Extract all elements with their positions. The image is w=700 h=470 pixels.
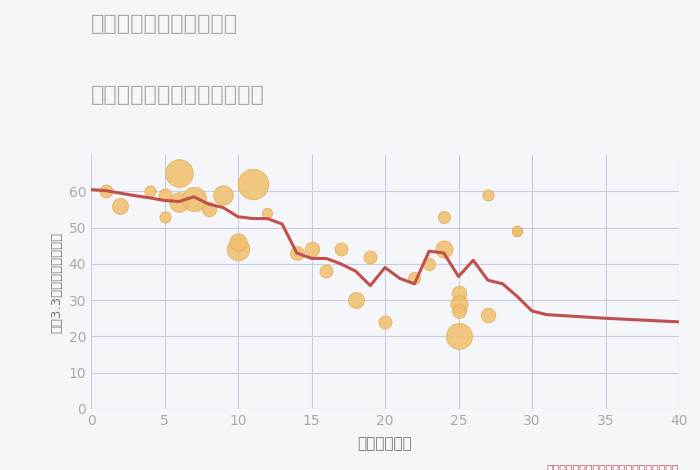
Point xyxy=(174,198,185,206)
Point xyxy=(159,191,170,199)
Point xyxy=(482,311,493,318)
Point xyxy=(379,318,391,326)
Text: 築年数別中古マンション価格: 築年数別中古マンション価格 xyxy=(91,85,265,105)
Y-axis label: 坪（3.3㎡）単価（万円）: 坪（3.3㎡）単価（万円） xyxy=(50,231,63,333)
Point xyxy=(159,213,170,220)
Point xyxy=(321,267,332,275)
Point xyxy=(232,238,244,246)
Point xyxy=(350,297,361,304)
X-axis label: 築年数（年）: 築年数（年） xyxy=(358,436,412,451)
Point xyxy=(438,246,449,253)
Point xyxy=(232,246,244,253)
Text: 円の大きさは、取引のあった物件面積を示す: 円の大きさは、取引のあった物件面積を示す xyxy=(547,465,679,470)
Point xyxy=(453,289,464,297)
Point xyxy=(188,195,199,203)
Point xyxy=(438,213,449,220)
Point xyxy=(291,249,302,257)
Point xyxy=(100,188,111,195)
Point xyxy=(306,246,317,253)
Point xyxy=(218,191,229,199)
Point xyxy=(365,253,376,260)
Point xyxy=(174,170,185,177)
Point xyxy=(203,206,214,213)
Point xyxy=(482,191,493,199)
Point xyxy=(144,188,155,195)
Point xyxy=(512,227,523,235)
Point xyxy=(512,227,523,235)
Point xyxy=(115,202,126,210)
Point xyxy=(262,209,273,217)
Point xyxy=(453,333,464,340)
Point xyxy=(453,307,464,315)
Point xyxy=(424,260,435,267)
Point xyxy=(335,246,346,253)
Point xyxy=(409,274,420,282)
Text: 愛知県常滑市井戸田町の: 愛知県常滑市井戸田町の xyxy=(91,14,238,34)
Point xyxy=(453,300,464,307)
Point xyxy=(247,180,258,188)
